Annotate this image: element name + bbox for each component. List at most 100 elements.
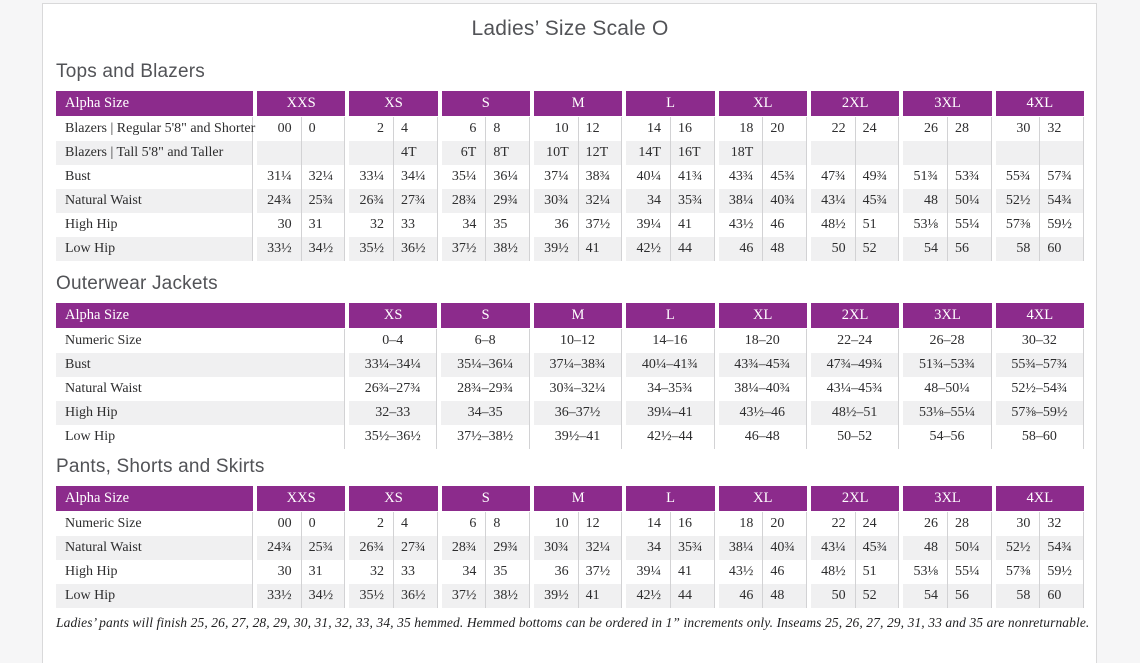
- size-value-cell: 38¼ 40¾: [718, 189, 807, 213]
- size-value: 8: [485, 117, 529, 141]
- size-value: 38½: [485, 584, 529, 608]
- size-value: 51: [854, 560, 899, 584]
- size-value-cell: 50–52: [811, 425, 900, 449]
- size-value-cell: 10 12: [534, 117, 623, 141]
- size-value: 40¾: [762, 536, 806, 560]
- page-title: Ladies’ Size Scale O: [471, 17, 669, 40]
- size-value-cell: 43½–46: [718, 401, 807, 425]
- row-label: Low Hip: [56, 584, 253, 608]
- size-header-cell: L: [626, 486, 715, 511]
- size-value-cell: 55¾–57¾: [995, 353, 1084, 377]
- size-value-cell: [903, 141, 992, 165]
- size-value: 40¾: [762, 189, 806, 213]
- size-value: 41: [577, 584, 622, 608]
- size-value: 38¼: [728, 193, 754, 208]
- size-value: 24: [854, 512, 899, 536]
- size-value: [903, 141, 947, 165]
- size-value: 55¼: [946, 213, 991, 237]
- size-header-cell: 3XL: [903, 303, 992, 328]
- size-value-cell: 4T: [349, 141, 438, 165]
- size-value-cell: 35½ 36½: [349, 237, 438, 261]
- size-value-cell: 39¼–41: [626, 401, 715, 425]
- size-value: 41¾: [669, 165, 714, 189]
- table-row: Bust 33¼–34¼ 35¼–36¼ 37¼–38¾ 40¼–41¾ 43¾–45¾ 4…: [56, 353, 1084, 377]
- size-value: 43¾: [728, 169, 754, 184]
- document-page: Ladies’ Size Scale O Tops and Blazers Al…: [42, 3, 1097, 663]
- size-value: 34: [646, 193, 661, 208]
- size-value: 27¾: [392, 536, 437, 560]
- pants-shorts-skirts-table: Alpha Size XXS XS S M L XL 2XL 3XL 4XL Numeric Siz…: [56, 486, 1084, 608]
- size-header-row: Alpha Size XXS XS S M L XL 2XL 3XL 4XL: [56, 91, 1084, 116]
- size-value-cell: 55¾ 57¾: [996, 165, 1084, 189]
- size-value: 16T: [669, 141, 714, 165]
- size-value-cell: 46–48: [719, 425, 807, 449]
- size-value-cell: 35¼–36¼: [441, 353, 530, 377]
- size-value: 2: [376, 516, 384, 531]
- size-value: 31: [300, 560, 345, 584]
- size-value: 53⅛: [913, 564, 938, 579]
- size-value-cell: 14 16: [626, 117, 715, 141]
- size-value: 49¾: [854, 165, 899, 189]
- size-header-cell: M: [534, 91, 623, 116]
- size-value: 25¾: [300, 189, 345, 213]
- row-label: High Hip: [56, 560, 253, 584]
- size-value: 31: [300, 213, 345, 237]
- size-value-cell: 32 33: [349, 213, 438, 237]
- size-value: 54: [923, 588, 938, 603]
- size-value-cell: 34 35¾: [626, 189, 715, 213]
- size-value-cell: 30 31: [257, 213, 346, 237]
- size-value-cell: 32–33: [349, 401, 438, 425]
- size-header-cell: 2XL: [810, 303, 900, 328]
- size-value: 54: [923, 241, 938, 256]
- size-value: 32¼: [577, 536, 622, 560]
- size-value-cell: [811, 141, 900, 165]
- size-header-row: Alpha Size XS S M L XL 2XL 3XL 4XL: [56, 303, 1084, 328]
- size-value-cell: 0–4: [349, 329, 438, 353]
- size-header-cell: L: [626, 91, 715, 116]
- size-value: 12: [577, 512, 622, 536]
- size-header-cell: 2XL: [811, 486, 900, 511]
- size-value: 32¼: [300, 165, 345, 189]
- size-value-cell: 36–37½: [533, 401, 623, 425]
- size-value: 39½: [544, 588, 569, 603]
- table-row: Numeric Size 0–4 6–8 10–12 14–16 18–20 22–24 26…: [56, 329, 1084, 353]
- size-value: 26: [923, 516, 938, 531]
- size-value: 35¼: [451, 169, 477, 184]
- size-value-cell: 37¼–38¾: [533, 353, 623, 377]
- size-value: 34¼: [392, 165, 437, 189]
- size-value: 31¼: [267, 169, 292, 184]
- size-value: 6: [469, 121, 477, 136]
- size-value: 43¼: [821, 540, 846, 555]
- size-value-cell: 30¾–32¼: [534, 377, 623, 401]
- size-value-cell: 43½ 46: [719, 560, 807, 584]
- size-value-cell: 40¼ 41¾: [626, 165, 715, 189]
- table-row: Natural Waist 26¾–27¾ 28¾–29¾ 30¾–32¼ 34–35¾…: [56, 377, 1084, 401]
- size-value: 36: [554, 217, 569, 232]
- size-value-cell: 35½ 36½: [349, 584, 438, 608]
- size-value-cell: 43¼ 45¾: [811, 189, 900, 213]
- size-header-cell: M: [533, 303, 623, 328]
- size-value-cell: 37¼ 38¾: [534, 165, 623, 189]
- size-value: 22: [831, 121, 846, 136]
- row-label: Low Hip: [56, 237, 253, 261]
- size-value: [811, 141, 855, 165]
- size-value: 50: [831, 588, 846, 603]
- size-header-cell: 4XL: [995, 303, 1084, 328]
- size-value: 20: [762, 512, 806, 536]
- size-value-cell: 28¾ 29¾: [441, 189, 530, 213]
- size-value-cell: 52½ 54¾: [995, 536, 1084, 560]
- size-value: 41: [669, 213, 714, 237]
- size-value: 53⅛: [913, 217, 938, 232]
- table-row: Natural Waist 24¾ 25¾ 26¾ 27¾ 28¾ 29¾ 30¾ 32¼ 34 3…: [56, 536, 1084, 560]
- size-value-cell: 46 48: [718, 237, 807, 261]
- size-value: [946, 141, 991, 165]
- size-value-cell: 37½ 38½: [441, 237, 530, 261]
- alpha-size-header-cell: Alpha Size: [56, 486, 253, 511]
- size-value: 47¾: [821, 169, 846, 184]
- size-value: 43½: [728, 564, 754, 579]
- size-value-cell: 51¾–53¾: [903, 353, 992, 377]
- size-value-cell: 42½ 44: [626, 584, 715, 608]
- size-value-cell: 39½ 41: [534, 237, 623, 261]
- size-value: 4T: [392, 141, 437, 165]
- size-value-cell: 32 33: [349, 560, 438, 584]
